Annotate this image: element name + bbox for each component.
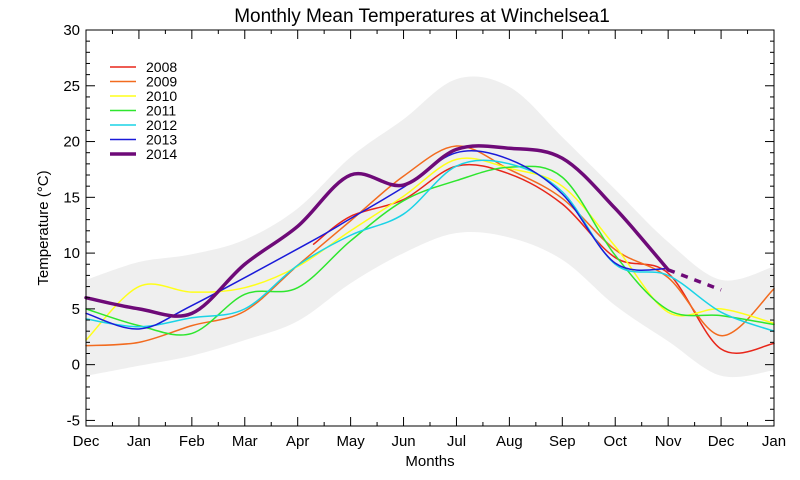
legend-label-2011: 2011 <box>146 103 176 119</box>
x-tick-label: Apr <box>286 433 309 450</box>
series-line-2010 <box>85 157 775 341</box>
x-tick-label: Sep <box>549 433 576 450</box>
legend-label-2008: 2008 <box>146 59 177 75</box>
legend-label-2014: 2014 <box>146 146 177 162</box>
y-axis-label: Temperature (°C) <box>35 170 52 285</box>
x-tick-label: Dec <box>708 433 735 450</box>
plot-area <box>84 29 775 427</box>
y-axis-ticks: -5 0 5 10 15 20 25 30 <box>63 22 774 429</box>
y-tick-label: 15 <box>63 189 80 206</box>
x-tick-label: Mar <box>232 433 258 450</box>
temperature-envelope-band <box>86 76 774 378</box>
x-tick-label: Dec <box>73 433 100 450</box>
x-axis-ticks: Dec Jan Feb Mar Apr May Jun Jul Aug Sep Oct Nov Dec J… <box>73 30 786 450</box>
x-tick-label: Jun <box>391 433 415 450</box>
series-line-2013 <box>85 150 669 330</box>
x-tick-label: Aug <box>496 433 523 450</box>
y-tick-label: -5 <box>67 412 80 429</box>
y-tick-label: 30 <box>63 22 80 39</box>
x-tick-label: May <box>336 433 365 450</box>
x-tick-label: Nov <box>655 433 682 450</box>
x-tick-label: Jan <box>127 433 151 450</box>
y-tick-label: 25 <box>63 78 80 95</box>
legend-label-2009: 2009 <box>146 74 177 90</box>
series-line-2009 <box>85 145 775 347</box>
y-tick-label: 10 <box>63 245 80 262</box>
x-axis-label: Months <box>405 453 454 470</box>
series-projection-2014 <box>667 268 722 292</box>
x-tick-label: Jan <box>762 433 786 450</box>
x-tick-label: Oct <box>604 433 628 450</box>
chart-title: Monthly Mean Temperatures at Winchelsea1 <box>234 6 610 27</box>
series-line-2014 <box>84 144 670 318</box>
y-tick-label: 20 <box>63 134 80 151</box>
y-tick-label: 5 <box>72 301 80 318</box>
legend-label-2013: 2013 <box>146 132 177 148</box>
series-line-2012 <box>85 159 775 332</box>
x-tick-label: Jul <box>447 433 466 450</box>
legend-label-2010: 2010 <box>146 88 177 104</box>
y-tick-label: 0 <box>72 357 80 374</box>
x-tick-label: Feb <box>179 433 205 450</box>
legend-label-2012: 2012 <box>146 117 177 133</box>
